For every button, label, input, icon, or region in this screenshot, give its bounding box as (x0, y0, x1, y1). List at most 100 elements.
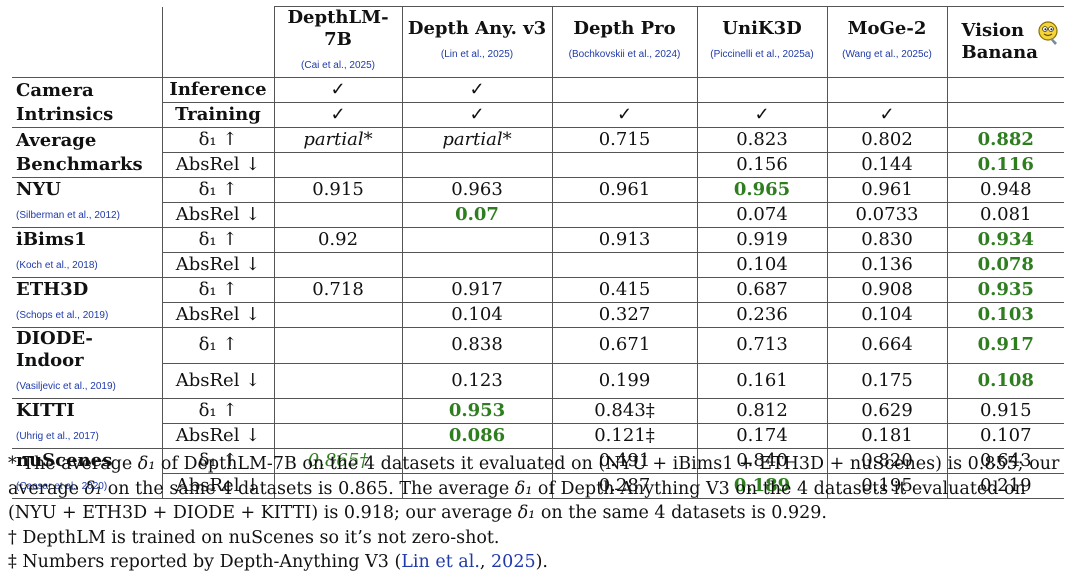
value-cell: 0.830 (826, 227, 948, 253)
checkmark-cell: ✓ (826, 102, 948, 128)
banana-logo-icon (1036, 20, 1060, 52)
dataset-cell: iBims1 (Koch et al., 2018) (12, 227, 163, 278)
row-5-d1: KITTI (Uhrig et al., 2017) δ₁ ↑ 0.953 0.843‡… (12, 398, 1064, 449)
value-cell: 0.175 (826, 362, 948, 399)
value-cell: 0.121‡ (551, 423, 698, 449)
results-table: DepthLM-7B (Cai et al., 2025) Depth Any. v… (12, 6, 1064, 499)
value-cell: 0.917 (401, 277, 553, 303)
value-cell: 0.174 (696, 423, 828, 449)
model-citation[interactable]: (Lin et al., 2025) (440, 49, 514, 60)
intrinsics-row-1: Training ✓ ✓ ✓ ✓ ✓ (12, 102, 1064, 128)
value-cell: partial* (273, 127, 403, 153)
model-citation[interactable]: (Piccinelli et al., 2025a) (710, 49, 814, 60)
value-cell: 0.915 (273, 177, 403, 203)
value-cell: 0.236 (696, 302, 828, 328)
value-cell: 0.802 (826, 127, 948, 153)
row-0-d1: Average Benchmarks δ₁ ↑ partial* partial* 0.… (12, 127, 1064, 178)
dataset-cell: NYU (Silberman et al., 2012) (12, 177, 163, 228)
dataset-citation[interactable]: (Vasiljevic et al., 2019) (16, 381, 116, 392)
vision-banana-title: Vision Banana (952, 20, 1061, 64)
metric-label: δ₁ ↑ (161, 398, 275, 424)
metric-label: AbsRel ↓ (161, 302, 275, 328)
citation-link[interactable]: Lin et al. (401, 552, 480, 572)
model-name: MoGe-2 (847, 18, 927, 39)
value-cell: 0.415 (551, 277, 698, 303)
row-2-absrel: AbsRel ↓ 0.104 0.136 0.078 (12, 252, 1064, 278)
dataset-cell: Average Benchmarks (12, 127, 163, 178)
value-cell: 0.07 (401, 202, 553, 228)
model-citation[interactable]: (Wang et al., 2025c) (842, 49, 932, 60)
dataset-cell: DIODE-Indoor (Vasiljevic et al., 2019) (12, 327, 163, 399)
value-cell: 0.664 (826, 327, 948, 364)
value-cell: 0.104 (401, 302, 553, 328)
checkmark-cell (946, 77, 1064, 103)
value-cell: 0.917 (946, 327, 1064, 364)
value-cell: 0.908 (826, 277, 948, 303)
dataset-name: NYU (16, 178, 61, 200)
checkmark-cell: ✓ (401, 77, 553, 103)
dataset-name: nuScenes (16, 449, 113, 471)
value-cell: 0.713 (696, 327, 828, 364)
model-header-5: Vision Banana (946, 6, 1064, 78)
metric-label: δ₁ ↑ (161, 127, 275, 153)
value-cell: 0.107 (946, 423, 1064, 449)
dataset-cell: KITTI (Uhrig et al., 2017) (12, 398, 163, 449)
dataset-citation[interactable]: (Uhrig et al., 2017) (16, 430, 99, 442)
dataset-citation[interactable]: (Silberman et al., 2012) (16, 209, 120, 221)
model-citation[interactable]: (Cai et al., 2025) (301, 60, 375, 71)
value-cell: 0.812 (696, 398, 828, 424)
model-name: Depth Pro (573, 18, 676, 39)
value-cell (551, 252, 698, 278)
row-6-d1: nuScenes (Caesar et al., 2020) δ₁ ↑ 0.865† 0… (12, 448, 1064, 499)
value-cell: 0.919 (696, 227, 828, 253)
row-1-d1: NYU (Silberman et al., 2012) δ₁ ↑ 0.915 0.96… (12, 177, 1064, 228)
value-cell: partial* (401, 127, 553, 153)
value-cell: 0.103 (946, 302, 1064, 328)
value-cell: 0.934 (946, 227, 1064, 253)
row-5-absrel: AbsRel ↓ 0.086 0.121‡ 0.174 0.181 0.107 (12, 423, 1064, 449)
value-cell: 0.965 (696, 177, 828, 203)
value-cell: 0.287 (551, 473, 698, 499)
dataset-cell: nuScenes (Caesar et al., 2020) (12, 448, 163, 499)
value-cell: 0.935 (946, 277, 1064, 303)
value-cell (273, 362, 403, 399)
metric-label: AbsRel ↓ (161, 252, 275, 278)
model-header-4: MoGe-2 (Wang et al., 2025c) (826, 6, 948, 78)
row-4-absrel: AbsRel ↓ 0.123 0.199 0.161 0.175 0.108 (12, 362, 1064, 399)
value-cell: 0.136 (826, 252, 948, 278)
model-citation[interactable]: (Bochkovskii et al., 2024) (568, 49, 681, 60)
value-cell: 0.671 (551, 327, 698, 364)
model-name: Depth Any. v3 (407, 18, 547, 39)
model-header-2: Depth Pro (Bochkovskii et al., 2024) (551, 6, 698, 78)
value-cell: 0.882 (946, 127, 1064, 153)
metric-label: AbsRel ↓ (161, 202, 275, 228)
checkmark-cell: ✓ (551, 102, 698, 128)
dataset-name: Average Benchmarks (16, 129, 143, 175)
value-cell: 0.0733 (826, 202, 948, 228)
value-cell: 0.961 (826, 177, 948, 203)
checkmark-cell (551, 77, 698, 103)
metric-label: AbsRel ↓ (161, 473, 275, 499)
value-cell: 0.156 (696, 152, 828, 178)
value-cell: 0.199 (551, 362, 698, 399)
value-cell: 0.108 (946, 362, 1064, 399)
dataset-citation[interactable]: (Koch et al., 2018) (16, 259, 98, 271)
checkmark-cell (696, 77, 828, 103)
value-cell (273, 327, 403, 364)
value-cell: 0.123 (401, 362, 553, 399)
value-cell (273, 398, 403, 424)
value-cell: 0.195 (826, 473, 948, 499)
value-cell: 0.687 (696, 277, 828, 303)
model-name: UniK3D (722, 18, 802, 39)
row-2-d1: iBims1 (Koch et al., 2018) δ₁ ↑ 0.92 0.913 0.… (12, 227, 1064, 278)
model-header-1: Depth Any. v3 (Lin et al., 2025) (401, 6, 553, 78)
dataset-citation[interactable]: (Schops et al., 2019) (16, 309, 109, 321)
value-cell: 0.116 (946, 152, 1064, 178)
citation-year-link[interactable]: 2025 (491, 552, 536, 572)
value-cell: 0.327 (551, 302, 698, 328)
intrinsics-type-label: Inference (161, 77, 275, 103)
footnote-dagger: † DepthLM is trained on nuScenes so it’s… (8, 527, 500, 548)
dataset-citation[interactable]: (Caesar et al., 2020) (16, 480, 108, 492)
value-cell (401, 227, 553, 253)
model-name: DepthLM-7B (287, 7, 389, 50)
